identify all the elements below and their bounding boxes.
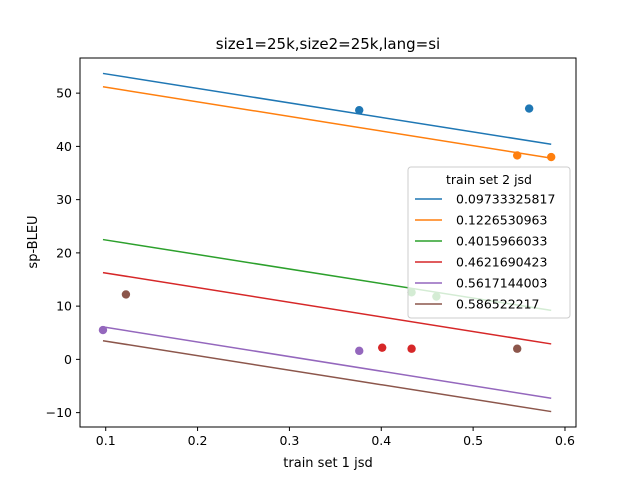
x-axis-label: train set 1 jsd bbox=[283, 456, 372, 471]
plot-area bbox=[98, 72, 556, 413]
data-point-series-4-1 bbox=[377, 343, 387, 352]
plot-frame bbox=[79, 57, 577, 428]
x-tick-label: 0.6 bbox=[555, 433, 575, 448]
data-point-series-2-2 bbox=[547, 152, 556, 162]
legend-entries: 0.09733325817 0.1226530963 0.4015966033 0.4… bbox=[415, 192, 555, 312]
legend-label-series-2: 0.1226530963 bbox=[456, 213, 547, 228]
legend-label-series-1: 0.09733325817 bbox=[456, 192, 555, 207]
fit-line-series-5 bbox=[102, 326, 552, 399]
y-tick-label: −10 bbox=[46, 405, 72, 420]
x-tick-label: 0.4 bbox=[371, 433, 391, 448]
legend-box bbox=[407, 166, 571, 319]
legend-label-series-3: 0.4015966033 bbox=[456, 234, 547, 249]
data-point-series-1-2 bbox=[524, 104, 534, 113]
fit-line-series-2 bbox=[102, 86, 552, 159]
legend: train set 2 jsd 0.09733325817 0.122653096… bbox=[407, 166, 571, 319]
data-point-series-4-2 bbox=[407, 344, 416, 353]
legend-title: train set 2 jsd bbox=[446, 172, 532, 187]
y-tick-label: 0 bbox=[64, 352, 72, 367]
legend-label-series-4: 0.4621690423 bbox=[456, 255, 547, 270]
data-point-series-1-1 bbox=[355, 105, 364, 115]
fit-line-series-1 bbox=[102, 72, 552, 146]
fit-line-series-4 bbox=[102, 271, 552, 345]
data-point-series-5-2 bbox=[355, 346, 364, 356]
legend-label-series-6: 0.586522217 bbox=[456, 297, 540, 312]
y-tick-label: 40 bbox=[56, 139, 72, 154]
x-tick-label: 0.5 bbox=[463, 433, 483, 448]
data-point-series-5-1 bbox=[98, 325, 108, 335]
chart-title: size1=25k,size2=25k,lang=si bbox=[216, 35, 440, 53]
y-tick-label: 30 bbox=[56, 192, 72, 207]
x-tick-label: 0.1 bbox=[96, 433, 116, 448]
data-point-series-6-2 bbox=[513, 344, 522, 353]
y-axis-label: sp-BLEU bbox=[26, 215, 41, 268]
y-tick-label: 20 bbox=[56, 245, 72, 260]
y-tick-label: 10 bbox=[56, 299, 72, 314]
x-tick-label: 0.3 bbox=[279, 433, 299, 448]
legend-label-series-5: 0.5617144003 bbox=[456, 276, 547, 291]
data-point-series-6-1 bbox=[121, 290, 131, 299]
axis-ticks: 0.1 0.2 0.3 0.4 0.5 0.6 −10 0 10 20 30 40 50 bbox=[46, 86, 575, 448]
y-tick-label: 50 bbox=[56, 86, 72, 101]
x-tick-label: 0.2 bbox=[188, 433, 208, 448]
fit-line-series-6 bbox=[102, 339, 552, 413]
data-point-series-2-1 bbox=[513, 151, 522, 160]
